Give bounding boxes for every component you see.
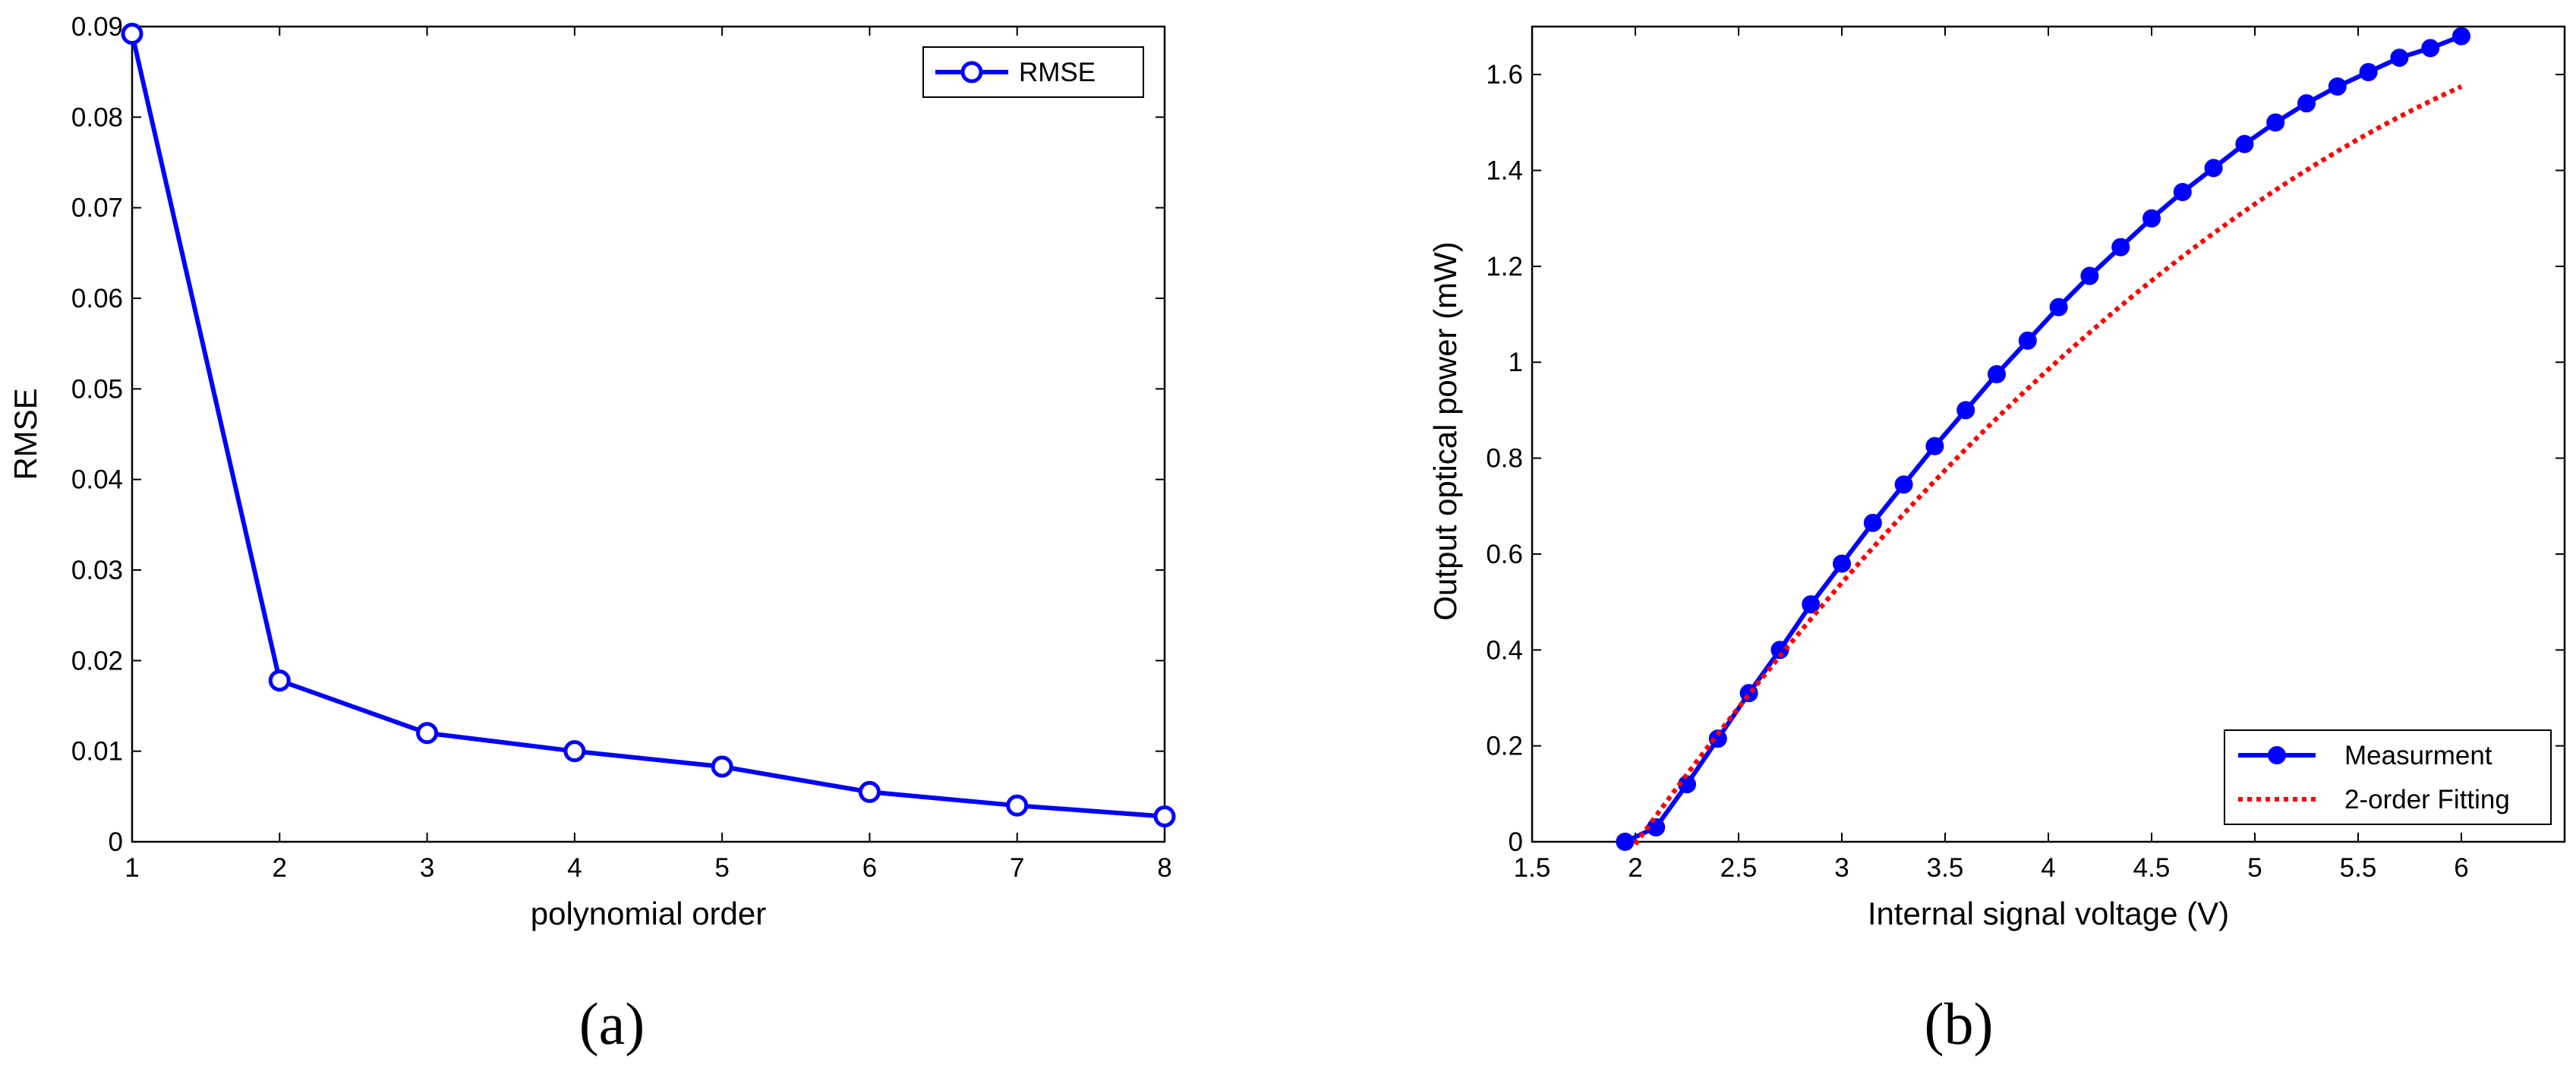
chart-a-y-axis-label: RMSE bbox=[8, 388, 43, 480]
data-point bbox=[2080, 266, 2099, 285]
data-point bbox=[2359, 63, 2378, 82]
chart-a-x-ticks: 1 2 3 4 5 6 7 8 bbox=[125, 27, 1172, 883]
y-tick-label: 0.02 bbox=[71, 646, 123, 676]
chart-a-legend-marker bbox=[960, 61, 983, 83]
x-tick-label: 3.5 bbox=[1927, 853, 1964, 883]
data-point bbox=[2204, 159, 2223, 178]
chart-b-x-ticks: 1.5 2 2.5 3 3.5 4 4.5 5 5.5 6 bbox=[1514, 27, 2469, 883]
data-point bbox=[1739, 684, 1758, 703]
y-tick-label: 0.6 bbox=[1486, 540, 1523, 569]
x-tick-label: 8 bbox=[1157, 853, 1171, 883]
x-tick-label: 3 bbox=[420, 853, 434, 883]
data-point bbox=[1006, 794, 1029, 817]
chart-b-series bbox=[1616, 27, 2470, 851]
data-point bbox=[563, 740, 586, 763]
chart-a-series bbox=[121, 23, 1176, 828]
chart-b-legend-box bbox=[2224, 729, 2552, 825]
data-point bbox=[1770, 641, 1789, 660]
x-tick-label: 5 bbox=[714, 853, 729, 883]
data-point bbox=[1956, 401, 1975, 420]
data-point bbox=[2390, 49, 2409, 68]
chart-b-x-axis-label: Internal signal voltage (V) bbox=[1868, 896, 2229, 931]
y-tick-label: 0.08 bbox=[71, 102, 123, 132]
data-point bbox=[2018, 331, 2037, 350]
chart-b-legend-marker-measurement bbox=[2268, 746, 2286, 764]
data-point bbox=[711, 755, 733, 778]
data-point bbox=[1616, 833, 1635, 851]
x-tick-label: 1 bbox=[125, 853, 139, 883]
data-point bbox=[268, 669, 291, 692]
data-point bbox=[858, 780, 881, 803]
data-point bbox=[2111, 238, 2130, 257]
y-tick-label: 0.03 bbox=[71, 556, 123, 585]
data-point bbox=[1802, 595, 1821, 614]
x-tick-label: 7 bbox=[1010, 853, 1024, 883]
x-tick-label: 3 bbox=[1834, 853, 1849, 883]
chart-b-legend-label-fitting: 2-order Fitting bbox=[2344, 785, 2510, 814]
x-tick-label: 1.5 bbox=[1514, 853, 1551, 883]
data-point bbox=[1988, 365, 2006, 384]
y-tick-label: 1.2 bbox=[1486, 252, 1523, 282]
data-point bbox=[2452, 27, 2470, 46]
y-tick-label: 0.8 bbox=[1486, 444, 1523, 474]
y-tick-label: 0.2 bbox=[1486, 732, 1523, 761]
chart-b-y-ticks: 0 0.2 0.4 0.6 0.8 1 1.2 1.4 1.6 bbox=[1486, 60, 2565, 857]
x-tick-label: 5.5 bbox=[2340, 853, 2377, 883]
y-tick-label: 0.09 bbox=[71, 12, 123, 42]
y-tick-label: 0.01 bbox=[71, 737, 123, 767]
data-point bbox=[2421, 39, 2440, 58]
x-tick-label: 4.5 bbox=[2133, 853, 2171, 883]
data-point bbox=[2142, 209, 2161, 228]
series-line-2-order-fitting-overlay bbox=[1633, 84, 2463, 846]
chart-b: 0 0.2 0.4 0.6 0.8 1 1.2 1.4 1.6 1.5 2 2.5 3 3.5 4 4.5 5… bbox=[1427, 25, 2566, 1057]
chart-b-y-axis-label: Output optical power (mW) bbox=[1427, 241, 1463, 621]
data-point bbox=[2297, 94, 2316, 113]
data-point bbox=[121, 23, 143, 46]
y-tick-label: 0.07 bbox=[71, 194, 123, 223]
x-tick-label: 2 bbox=[273, 853, 287, 883]
x-tick-label: 4 bbox=[567, 853, 582, 883]
chart-a-caption: (a) bbox=[579, 991, 645, 1057]
chart-b-plot-frame bbox=[1531, 25, 2566, 843]
chart-a-y-ticks: 0 0.01 0.02 0.03 0.04 0.05 0.06 0.07 0.08 0.09 bbox=[71, 12, 1165, 857]
y-tick-label: 1.6 bbox=[1486, 60, 1523, 90]
data-point bbox=[2266, 113, 2285, 132]
chart-a-x-axis-label: polynomial order bbox=[531, 896, 767, 931]
chart-a: 0 0.01 0.02 0.03 0.04 0.05 0.06 0.07 0.08 0.09 1 2… bbox=[8, 12, 1176, 1057]
x-tick-label: 4 bbox=[2041, 853, 2055, 883]
y-tick-label: 0.06 bbox=[71, 284, 123, 313]
data-point bbox=[1925, 436, 1944, 455]
data-point bbox=[1833, 554, 1851, 573]
data-point bbox=[416, 722, 439, 745]
y-tick-label: 1.4 bbox=[1486, 156, 1523, 186]
chart-a-legend: RMSE bbox=[922, 46, 1144, 98]
y-tick-label: 0.4 bbox=[1486, 635, 1523, 665]
data-point bbox=[1153, 805, 1176, 828]
y-tick-label: 1 bbox=[1509, 348, 1523, 377]
x-tick-label: 6 bbox=[862, 853, 877, 883]
chart-a-legend-label: RMSE bbox=[1019, 58, 1096, 87]
data-point bbox=[1863, 513, 1882, 532]
series-line-rmse bbox=[130, 33, 1165, 819]
series-line-measurment bbox=[1624, 33, 2463, 844]
data-point bbox=[1894, 475, 1913, 494]
y-tick-label: 0 bbox=[109, 827, 123, 857]
y-tick-label: 0 bbox=[1509, 827, 1523, 857]
data-point bbox=[2173, 182, 2192, 201]
data-point bbox=[2328, 77, 2347, 96]
data-point bbox=[2049, 298, 2068, 317]
x-tick-label: 2.5 bbox=[1720, 853, 1758, 883]
y-tick-label: 0.05 bbox=[71, 374, 123, 404]
chart-b-legend: Measurment 2-order Fitting bbox=[2224, 729, 2552, 825]
x-tick-label: 2 bbox=[1628, 853, 1642, 883]
x-tick-label: 6 bbox=[2454, 853, 2468, 883]
data-point bbox=[2235, 134, 2254, 153]
x-tick-label: 5 bbox=[2247, 853, 2262, 883]
chart-b-legend-label-measurement: Measurment bbox=[2344, 741, 2492, 770]
chart-b-caption: (b) bbox=[1925, 991, 1994, 1057]
chart-a-plot-frame bbox=[131, 25, 1166, 843]
y-tick-label: 0.04 bbox=[71, 465, 123, 495]
